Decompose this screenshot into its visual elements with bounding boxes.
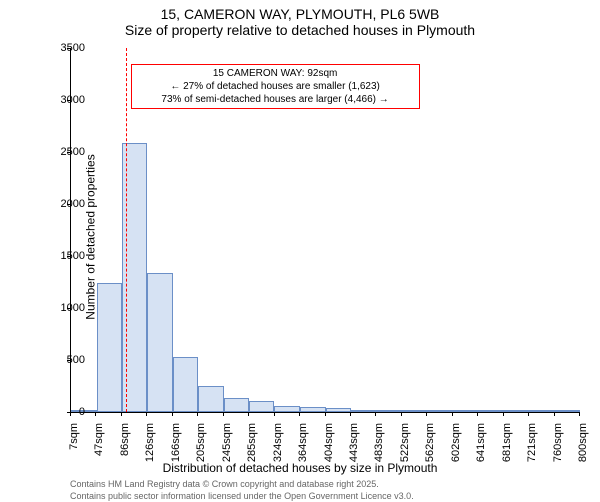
xtick-mark	[375, 412, 376, 416]
xtick-mark	[223, 412, 224, 416]
histogram-bar	[300, 407, 326, 412]
xtick-mark	[172, 412, 173, 416]
ytick-label: 0	[25, 406, 85, 418]
annotation-box: 15 CAMERON WAY: 92sqm← 27% of detached h…	[131, 64, 420, 109]
histogram-bar	[147, 273, 173, 412]
histogram-bar	[224, 398, 250, 412]
xtick-label: 641sqm	[475, 423, 487, 483]
xtick-label: 483sqm	[373, 423, 385, 483]
ytick-label: 1000	[25, 302, 85, 314]
xtick-label: 47sqm	[93, 423, 105, 483]
xtick-label: 443sqm	[348, 423, 360, 483]
xtick-label: 166sqm	[170, 423, 182, 483]
histogram-bar	[478, 410, 504, 412]
xtick-mark	[554, 412, 555, 416]
xtick-mark	[350, 412, 351, 416]
histogram-bar	[326, 408, 351, 412]
xtick-mark	[477, 412, 478, 416]
xtick-label: 522sqm	[399, 423, 411, 483]
histogram-bar	[97, 283, 122, 412]
xtick-mark	[426, 412, 427, 416]
xtick-label: 364sqm	[297, 423, 309, 483]
xtick-mark	[248, 412, 249, 416]
annotation-line1: 15 CAMERON WAY: 92sqm	[138, 67, 413, 80]
histogram-bar	[402, 410, 428, 412]
histogram-bar	[554, 410, 580, 412]
xtick-label: 602sqm	[450, 423, 462, 483]
xtick-mark	[70, 412, 71, 416]
histogram-bar	[173, 357, 198, 412]
chart-title-line2: Size of property relative to detached ho…	[0, 22, 600, 38]
histogram-bar	[249, 401, 274, 412]
xtick-label: 562sqm	[424, 423, 436, 483]
xtick-label: 245sqm	[221, 423, 233, 483]
xtick-label: 86sqm	[119, 423, 131, 483]
histogram-bar	[504, 410, 530, 412]
xtick-label: 404sqm	[323, 423, 335, 483]
histogram-bar	[453, 410, 478, 412]
xtick-mark	[452, 412, 453, 416]
xtick-mark	[503, 412, 504, 416]
xtick-mark	[299, 412, 300, 416]
marker-line	[126, 48, 127, 412]
xtick-label: 205sqm	[195, 423, 207, 483]
annotation-line3: 73% of semi-detached houses are larger (…	[138, 93, 413, 106]
ytick-label: 3500	[25, 42, 85, 54]
xtick-label: 285sqm	[246, 423, 258, 483]
histogram-bar	[274, 406, 300, 412]
histogram-bar	[198, 386, 224, 412]
plot-area: 15 CAMERON WAY: 92sqm← 27% of detached h…	[70, 48, 580, 413]
xtick-label: 800sqm	[577, 423, 589, 483]
xtick-label: 760sqm	[552, 423, 564, 483]
xtick-mark	[197, 412, 198, 416]
xtick-label: 681sqm	[501, 423, 513, 483]
annotation-line2: ← 27% of detached houses are smaller (1,…	[138, 80, 413, 93]
ytick-label: 500	[25, 354, 85, 366]
footer-line2: Contains public sector information licen…	[70, 491, 414, 502]
ytick-label: 2500	[25, 146, 85, 158]
xtick-mark	[95, 412, 96, 416]
xtick-label: 721sqm	[526, 423, 538, 483]
ytick-label: 2000	[25, 198, 85, 210]
xtick-mark	[325, 412, 326, 416]
xtick-mark	[121, 412, 122, 416]
histogram-bar	[351, 410, 377, 412]
xtick-mark	[579, 412, 580, 416]
histogram-bar	[377, 410, 402, 412]
xtick-mark	[274, 412, 275, 416]
xtick-label: 7sqm	[68, 423, 80, 483]
chart-title-line1: 15, CAMERON WAY, PLYMOUTH, PL6 5WB	[0, 6, 600, 22]
xtick-mark	[146, 412, 147, 416]
xtick-label: 324sqm	[272, 423, 284, 483]
ytick-label: 3000	[25, 94, 85, 106]
histogram-bar	[427, 410, 453, 412]
ytick-label: 1500	[25, 250, 85, 262]
histogram-bar	[529, 410, 554, 412]
xtick-label: 126sqm	[144, 423, 156, 483]
xtick-mark	[401, 412, 402, 416]
xtick-mark	[528, 412, 529, 416]
